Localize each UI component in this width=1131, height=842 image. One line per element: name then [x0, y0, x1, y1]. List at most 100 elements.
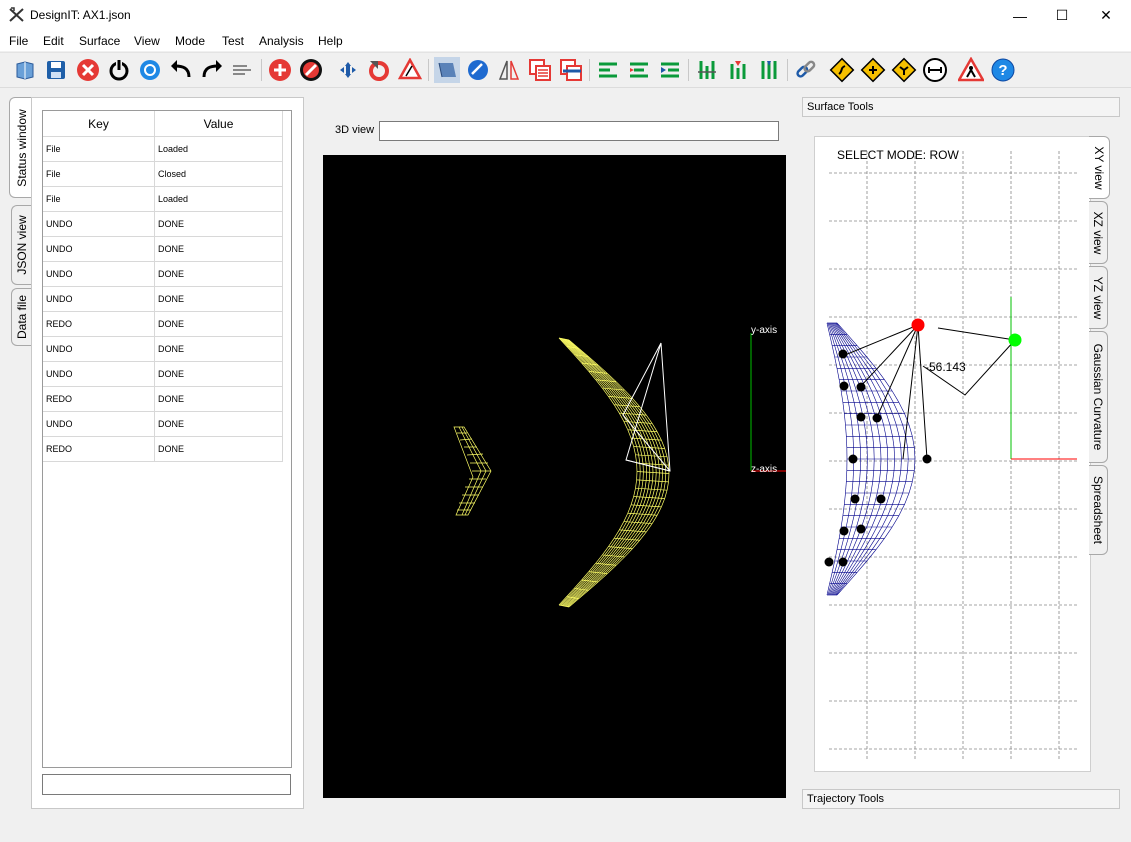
trajectory-tools-title: Trajectory Tools [807, 793, 885, 805]
cell-value: Closed [154, 161, 283, 187]
title-bar: DesignIT: AX1.json — ☐ ✕ [0, 0, 1131, 31]
swap-rows-icon[interactable] [558, 57, 584, 83]
table-row[interactable]: REDO DONE [43, 386, 283, 412]
cell-value: DONE [154, 386, 283, 412]
table-row[interactable]: UNDO DONE [43, 261, 283, 287]
cell-value: Loaded [154, 136, 283, 162]
tab-gaussian-curvature-label: Gaussian Curvature [1091, 343, 1105, 451]
align-right-icon[interactable] [657, 57, 683, 83]
table-row[interactable]: REDO DONE [43, 311, 283, 337]
tab-gaussian-curvature[interactable]: Gaussian Curvature [1089, 331, 1108, 463]
settings-ring-icon[interactable] [137, 57, 163, 83]
menu-help[interactable]: Help [318, 34, 343, 48]
power-icon[interactable] [106, 57, 132, 83]
column-down-icon[interactable] [756, 57, 782, 83]
table-row[interactable]: REDO DONE [43, 436, 283, 462]
angle-icon[interactable] [397, 57, 423, 83]
measure-icon[interactable] [922, 57, 948, 83]
close-file-icon[interactable] [75, 57, 101, 83]
cross-warning-icon[interactable] [860, 57, 886, 83]
menu-mode[interactable]: Mode [175, 34, 206, 48]
view3d-label: 3D view [335, 124, 375, 136]
wind-icon[interactable] [230, 57, 256, 83]
xy-grid [829, 151, 1077, 759]
minimize-button[interactable]: — [1013, 7, 1027, 24]
help-icon[interactable]: ? [990, 57, 1016, 83]
cell-key: UNDO [43, 236, 155, 262]
align-center-icon[interactable] [626, 57, 652, 83]
view3d-input[interactable] [379, 121, 779, 141]
table-row[interactable]: UNDO DONE [43, 286, 283, 312]
table-row[interactable]: UNDO DONE [43, 336, 283, 362]
tab-xy-view[interactable]: XY view [1089, 136, 1110, 199]
tab-json-view-label: JSON view [15, 215, 29, 275]
align-left-icon[interactable] [595, 57, 621, 83]
menu-test[interactable]: Test [222, 34, 245, 48]
3d-viewport[interactable]: y-axis z-axis [323, 155, 786, 798]
curve-warning-icon[interactable] [829, 57, 855, 83]
remove-icon[interactable] [298, 57, 324, 83]
tab-spreadsheet[interactable]: Spreadsheet [1089, 465, 1108, 555]
sphere-icon[interactable] [465, 57, 491, 83]
status-table[interactable]: Key Value File Loaded File Closed File Loaded… [42, 110, 292, 768]
selected-point-red[interactable] [911, 318, 925, 332]
cell-value: DONE [154, 211, 283, 237]
table-row[interactable]: UNDO DONE [43, 411, 283, 437]
table-row[interactable]: File Closed [43, 161, 283, 187]
cell-value: Loaded [154, 186, 283, 212]
cell-value: DONE [154, 411, 283, 437]
construction-icon[interactable] [958, 57, 984, 83]
add-icon[interactable] [267, 57, 293, 83]
target-point-green[interactable] [1008, 333, 1022, 347]
open-file-icon[interactable] [12, 57, 38, 83]
menu-edit[interactable]: Edit [43, 34, 64, 48]
rotate-icon[interactable] [366, 57, 392, 83]
trajectory-tools-bar[interactable]: Trajectory Tools [802, 789, 1120, 809]
move-icon[interactable] [335, 57, 361, 83]
large-wireframe [558, 337, 670, 608]
cell-key: UNDO [43, 261, 155, 287]
cell-value: DONE [154, 436, 283, 462]
surface-shade-icon[interactable] [434, 57, 460, 83]
link-icon[interactable] [793, 57, 819, 83]
table-row[interactable]: UNDO DONE [43, 361, 283, 387]
column-mid-icon[interactable] [725, 57, 751, 83]
mirror-icon[interactable] [496, 57, 522, 83]
app-icon [9, 7, 24, 22]
xy-view-panel[interactable]: SELECT MODE: ROW -56.143 [814, 136, 1091, 772]
table-row[interactable]: File Loaded [43, 136, 283, 162]
undo-icon[interactable] [168, 57, 194, 83]
menu-surface[interactable]: Surface [79, 34, 121, 48]
tab-status-window-label: Status window [14, 108, 29, 187]
surface-tools-title: Surface Tools [807, 101, 874, 113]
close-button[interactable]: ✕ [1100, 7, 1112, 23]
junction-warning-icon[interactable] [891, 57, 917, 83]
control-points[interactable] [824, 349, 932, 567]
tab-yz-view[interactable]: YZ view [1089, 266, 1108, 329]
redo-icon[interactable] [199, 57, 225, 83]
menu-analysis[interactable]: Analysis [259, 34, 304, 48]
column-header-key[interactable]: Key [43, 111, 155, 137]
maximize-button[interactable]: ☐ [1055, 7, 1069, 23]
copy-rows-icon[interactable] [527, 57, 553, 83]
cell-key: File [43, 136, 155, 162]
cell-key: REDO [43, 386, 155, 412]
status-command-input[interactable] [42, 774, 291, 795]
tab-data-file[interactable]: Data file [11, 288, 32, 346]
column-up-icon[interactable] [694, 57, 720, 83]
table-row[interactable]: File Loaded [43, 186, 283, 212]
table-row[interactable]: UNDO DONE [43, 236, 283, 262]
menu-file[interactable]: File [9, 34, 29, 48]
cell-key: File [43, 161, 155, 187]
cell-value: DONE [154, 286, 283, 312]
tab-json-view[interactable]: JSON view [11, 205, 32, 285]
column-header-value[interactable]: Value [154, 111, 283, 137]
select-mode-label: SELECT MODE: ROW [837, 148, 959, 162]
menu-view[interactable]: View [134, 34, 160, 48]
tab-xz-view[interactable]: XZ view [1089, 201, 1108, 264]
surface-tools-bar[interactable]: Surface Tools [802, 97, 1120, 117]
xy-canvas: SELECT MODE: ROW -56.143 [824, 148, 1077, 759]
table-row[interactable]: UNDO DONE [43, 211, 283, 237]
save-icon[interactable] [43, 57, 69, 83]
tab-status-window[interactable]: Status window [9, 97, 33, 198]
